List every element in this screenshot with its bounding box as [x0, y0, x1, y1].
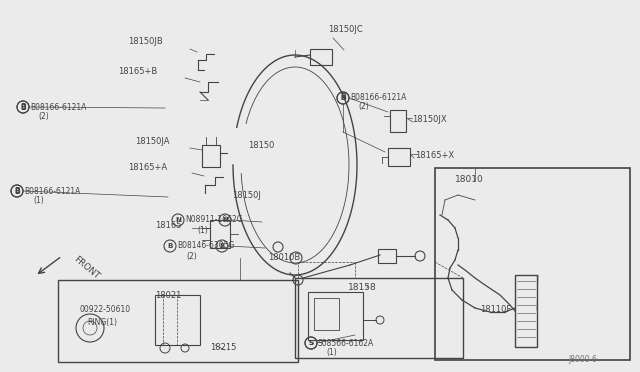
Text: 18010: 18010 [455, 176, 484, 185]
Text: (2): (2) [38, 112, 49, 121]
Text: B: B [14, 188, 20, 194]
Bar [515, 275, 537, 347]
Text: 18165+A: 18165+A [128, 164, 167, 173]
Bar [390, 110, 406, 132]
Text: B: B [14, 186, 20, 196]
Text: 18150JX: 18150JX [412, 115, 447, 125]
Bar [58, 280, 298, 362]
Text: J8000 6: J8000 6 [568, 356, 597, 365]
Text: B: B [340, 93, 346, 103]
Text: B08146-6305G: B08146-6305G [177, 241, 234, 250]
Text: 18110F: 18110F [480, 305, 511, 314]
Text: (1): (1) [197, 225, 208, 234]
Text: 18165: 18165 [155, 221, 182, 231]
Bar [202, 145, 220, 167]
Text: N: N [222, 217, 228, 223]
Text: 18150J: 18150J [232, 192, 261, 201]
Bar [314, 298, 339, 330]
Bar [308, 292, 363, 340]
Text: N: N [175, 217, 181, 223]
Text: S08566-6162A: S08566-6162A [318, 339, 374, 347]
Text: B08166-6121A: B08166-6121A [350, 93, 406, 103]
Bar [210, 220, 230, 248]
Text: (2): (2) [186, 251, 196, 260]
Text: 18150JA: 18150JA [135, 138, 170, 147]
Bar [378, 249, 396, 263]
Text: B08166-6121A: B08166-6121A [30, 103, 86, 112]
Text: 18150JB: 18150JB [128, 38, 163, 46]
Text: 18215: 18215 [210, 343, 236, 353]
Text: FRONT: FRONT [72, 255, 101, 281]
Text: B: B [20, 104, 26, 110]
Bar [295, 278, 463, 358]
Text: 18165+B: 18165+B [118, 67, 157, 77]
Text: S: S [308, 340, 314, 346]
Text: 18158: 18158 [348, 283, 377, 292]
Text: S: S [308, 340, 314, 346]
Text: N08911-1062G: N08911-1062G [185, 215, 243, 224]
Text: B: B [340, 95, 346, 101]
Text: B08166-6121A: B08166-6121A [24, 186, 81, 196]
Text: 18010B: 18010B [268, 253, 300, 263]
Text: 00922-50610: 00922-50610 [80, 305, 131, 314]
Bar [435, 168, 630, 360]
Text: B: B [220, 243, 225, 249]
Bar [155, 295, 200, 345]
Bar [388, 148, 410, 166]
Text: 18165+X: 18165+X [415, 151, 454, 160]
Text: B: B [167, 243, 173, 249]
Text: RING(1): RING(1) [87, 317, 117, 327]
Text: 18150: 18150 [248, 141, 275, 150]
Text: 18150JC: 18150JC [328, 26, 363, 35]
Text: (1): (1) [33, 196, 44, 205]
Text: 18021: 18021 [155, 291, 181, 299]
Bar [310, 49, 332, 65]
Text: (1): (1) [326, 347, 337, 356]
Text: B: B [20, 103, 26, 112]
Text: (2): (2) [358, 103, 369, 112]
